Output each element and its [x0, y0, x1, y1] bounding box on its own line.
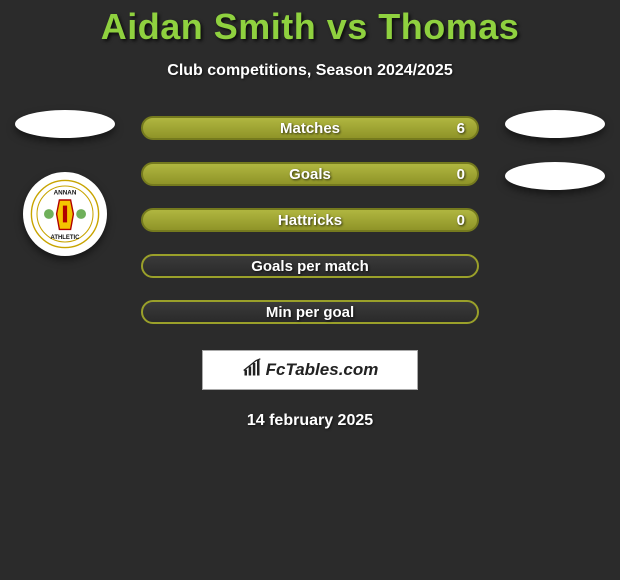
stat-label: Goals per match: [251, 258, 369, 275]
stat-rows: Matches 6 Goals 0 Hattricks 0 Goals per …: [141, 116, 479, 324]
player-right-club-placeholder: [505, 162, 605, 190]
stat-row-goals: Goals 0: [141, 162, 479, 186]
snapshot-date: 14 february 2025: [0, 412, 620, 430]
player-left-column: ANNAN ATHLETIC: [10, 110, 120, 256]
brand-watermark[interactable]: FcTables.com: [202, 350, 418, 390]
bar-chart-icon: [242, 358, 262, 383]
stat-label: Matches: [280, 120, 340, 137]
comparison-card: Aidan Smith vs Thomas Club competitions,…: [0, 0, 620, 430]
stat-label: Goals: [289, 166, 331, 183]
player-left-club-badge: ANNAN ATHLETIC: [23, 172, 107, 256]
stat-value-right: 6: [457, 120, 465, 137]
brand-text: FcTables.com: [266, 360, 379, 380]
player-left-avatar: [15, 110, 115, 138]
player-right-column: [500, 110, 610, 190]
stat-value-right: 0: [457, 212, 465, 229]
stat-label: Min per goal: [266, 304, 354, 321]
stat-row-goals-per-match: Goals per match: [141, 254, 479, 278]
stat-row-hattricks: Hattricks 0: [141, 208, 479, 232]
svg-text:ATHLETIC: ATHLETIC: [51, 235, 81, 241]
annan-athletic-icon: ANNAN ATHLETIC: [30, 179, 100, 249]
stat-value-right: 0: [457, 166, 465, 183]
svg-text:ANNAN: ANNAN: [54, 189, 77, 196]
stat-row-min-per-goal: Min per goal: [141, 300, 479, 324]
season-subtitle: Club competitions, Season 2024/2025: [0, 62, 620, 80]
stat-label: Hattricks: [278, 212, 342, 229]
player-right-avatar: [505, 110, 605, 138]
stat-row-matches: Matches 6: [141, 116, 479, 140]
page-title: Aidan Smith vs Thomas: [0, 0, 620, 48]
comparison-body: ANNAN ATHLETIC Matches 6 Goals 0: [0, 116, 620, 430]
